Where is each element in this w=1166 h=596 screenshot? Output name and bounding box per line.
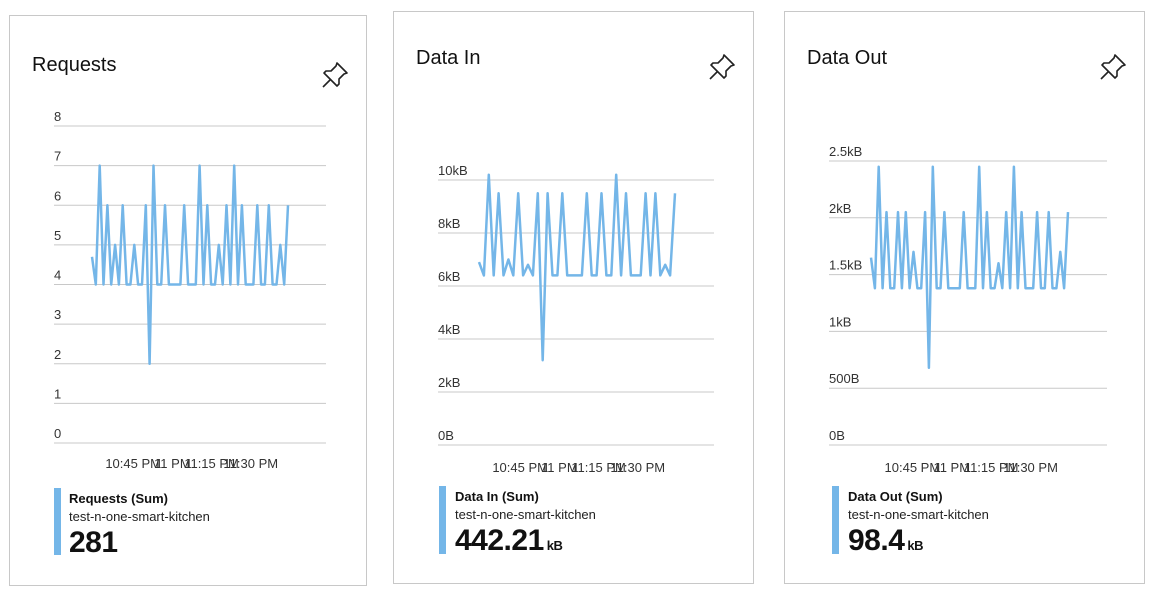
series-line [869, 165, 1070, 370]
x-tick-label: 10:45 PM [105, 456, 161, 471]
legend-series-name: Requests (Sum) [69, 491, 168, 506]
y-tick-label: 6kB [438, 269, 460, 284]
y-tick-label: 0B [438, 428, 454, 443]
y-tick-label: 1kB [829, 314, 851, 329]
chart-title: Data In [416, 47, 481, 69]
y-tick-label: 10kB [438, 163, 468, 178]
y-tick-label: 3 [54, 307, 61, 322]
legend-value: 98.4 kB [848, 524, 924, 558]
x-tick-label: 11:30 PM [1003, 460, 1058, 475]
x-tick-label: 11:30 PM [610, 460, 665, 475]
pin-icon[interactable] [320, 60, 350, 90]
x-tick-label: 11:15 PM [571, 460, 626, 475]
pin-icon[interactable] [1098, 52, 1128, 82]
y-tick-label: 2kB [438, 375, 460, 390]
series-line [90, 164, 290, 366]
chart-title: Data Out [807, 47, 888, 69]
y-tick-label: 500B [829, 371, 859, 386]
legend-resource-name: test-n-one-smart-kitchen [455, 507, 596, 522]
chart-card-data-out[interactable]: Data Out 0B 500B 1kB 1.5kB 2kB 2.5kB 10:45 PM 1… [784, 11, 1145, 584]
y-tick-label: 2 [54, 347, 61, 362]
x-tick-label: 11 PM [541, 460, 578, 475]
y-tick-label: 2kB [829, 201, 851, 216]
legend-series-name: Data Out (Sum) [848, 489, 943, 504]
x-tick-label: 11:15 PM [184, 456, 239, 471]
legend-value-number: 281 [69, 526, 118, 559]
legend-resource-name: test-n-one-smart-kitchen [848, 507, 989, 522]
legend-resource-name: test-n-one-smart-kitchen [69, 509, 210, 524]
legend-value: 281 [69, 526, 121, 560]
legend-color-bar [439, 486, 446, 554]
legend-value: 442.21 kB [455, 524, 563, 558]
y-tick-label: 8 [54, 109, 61, 124]
legend-value-unit: kB [546, 538, 563, 553]
y-tick-label: 1 [54, 386, 61, 401]
x-tick-label: 10:45 PM [492, 460, 548, 475]
y-tick-label: 7 [54, 149, 61, 164]
chart-title: Requests [32, 54, 117, 76]
x-tick-label: 11 PM [933, 460, 970, 475]
x-tick-label: 11:15 PM [964, 460, 1019, 475]
legend-value-number: 442.21 [455, 524, 544, 557]
y-tick-label: 4 [54, 268, 61, 283]
legend-color-bar [832, 486, 839, 554]
y-tick-label: 0 [54, 426, 61, 441]
x-tick-label: 10:45 PM [885, 460, 941, 475]
legend-value-number: 98.4 [848, 524, 905, 557]
y-tick-label: 8kB [438, 216, 460, 231]
y-tick-label: 4kB [438, 322, 460, 337]
x-tick-label: 11 PM [154, 456, 191, 471]
legend-color-bar [54, 488, 61, 555]
y-tick-label: 6 [54, 188, 61, 203]
chart-card-requests[interactable]: Requests 0 1 2 3 4 5 6 7 8 10:45 PM 11 PM 11:15 PM 1… [9, 15, 367, 586]
y-tick-label: 0B [829, 428, 845, 443]
pin-icon[interactable] [707, 52, 737, 82]
y-tick-label: 1.5kB [829, 258, 862, 273]
legend-series-name: Data In (Sum) [455, 489, 539, 504]
chart-card-data-in[interactable]: Data In 0B 2kB 4kB 6kB 8kB 10kB 10:45 PM 11 PM 1… [393, 11, 754, 584]
x-tick-label: 11:30 PM [223, 456, 278, 471]
legend-value-unit: kB [907, 538, 924, 553]
y-tick-label: 5 [54, 228, 61, 243]
y-tick-label: 2.5kB [829, 144, 862, 159]
series-line [477, 173, 677, 362]
